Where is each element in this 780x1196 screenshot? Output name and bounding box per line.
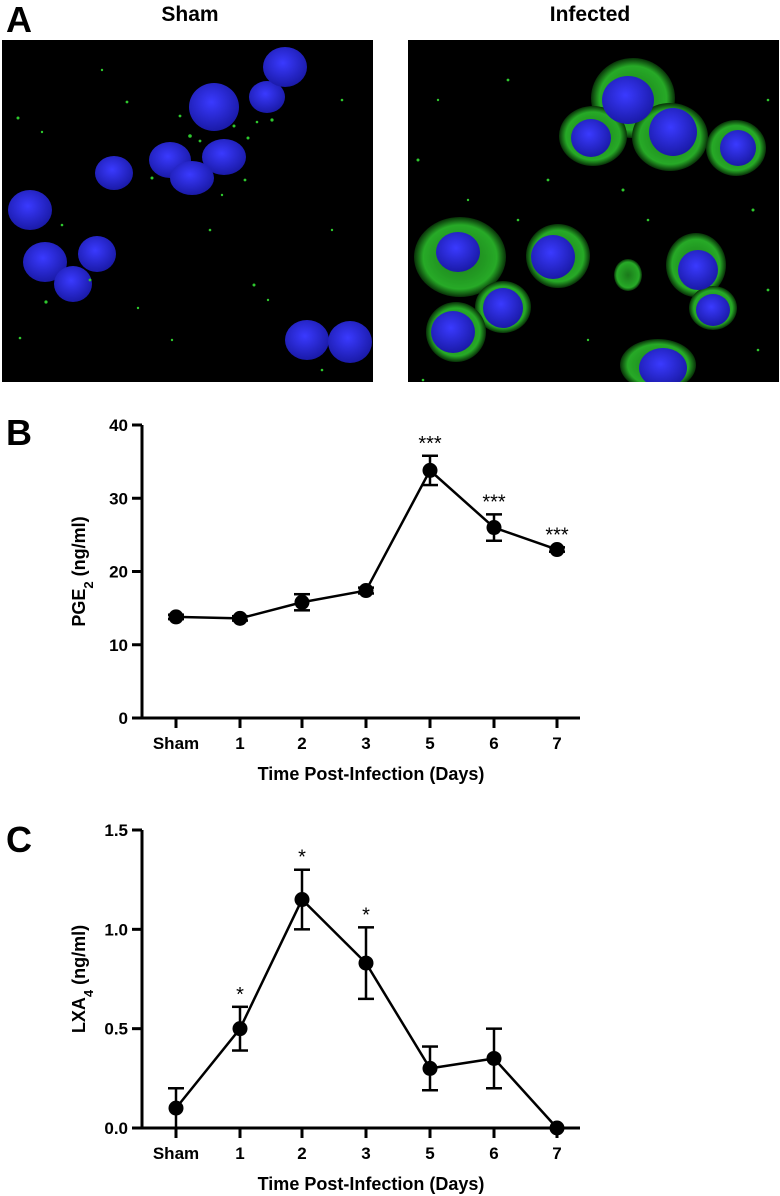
x-tick-label: 7 bbox=[552, 1144, 561, 1163]
significance-marker: * bbox=[236, 984, 244, 1006]
data-point bbox=[358, 955, 374, 971]
data-point bbox=[168, 609, 184, 625]
x-tick-label: 1 bbox=[235, 734, 244, 753]
y-tick-label: 1.5 bbox=[104, 821, 128, 840]
significance-marker: * bbox=[298, 847, 306, 869]
data-point bbox=[422, 1060, 438, 1076]
infected-micrograph bbox=[408, 40, 779, 382]
y-axis-label: PGE2 (ng/ml) bbox=[69, 516, 96, 626]
data-point bbox=[549, 1120, 565, 1136]
x-tick-label: 7 bbox=[552, 734, 561, 753]
data-point bbox=[294, 892, 310, 908]
x-tick-label: 3 bbox=[361, 1144, 370, 1163]
x-tick-label: 2 bbox=[297, 1144, 306, 1163]
data-point bbox=[232, 1021, 248, 1037]
y-axis-label-main: PGE bbox=[69, 589, 89, 627]
pge2-chart-svg: 0 10 20 30 40 Sham 1 2 3 5 6 7 Time Post-Infection (… bbox=[69, 416, 580, 784]
x-tick-label: 6 bbox=[489, 1144, 498, 1163]
x-tick-label: 3 bbox=[361, 734, 370, 753]
y-axis-label: LXA4 (ng/ml) bbox=[69, 925, 96, 1033]
x-tick-label: 6 bbox=[489, 734, 498, 753]
image-title-infected: Infected bbox=[549, 3, 631, 26]
y-tick-label: 1.0 bbox=[104, 920, 128, 939]
y-axis-label-subscript: 4 bbox=[81, 989, 96, 997]
x-tick-label: Sham bbox=[153, 734, 199, 753]
sham-micrograph bbox=[2, 40, 373, 382]
significance-marker: *** bbox=[482, 491, 506, 513]
x-tick-label: 5 bbox=[425, 734, 434, 753]
data-point bbox=[294, 594, 310, 610]
data-point bbox=[422, 462, 438, 478]
y-axis-label-unit: (ng/ml) bbox=[69, 516, 89, 581]
y-axis-label-main: LXA bbox=[69, 997, 89, 1033]
panel-letter-a: A bbox=[6, 0, 32, 40]
lxa4-chart-svg: 0.0 0.5 1.0 1.5 Sham 1 2 3 5 6 7 Time Post-Infectio… bbox=[69, 821, 580, 1194]
data-point bbox=[232, 610, 248, 626]
y-axis-label-subscript: 2 bbox=[81, 581, 96, 588]
y-tick-label: 0 bbox=[119, 709, 128, 728]
data-point bbox=[549, 542, 565, 558]
x-axis-label: Time Post-Infection (Days) bbox=[258, 764, 485, 784]
x-axis-label: Time Post-Infection (Days) bbox=[258, 1174, 485, 1194]
data-point bbox=[486, 520, 502, 536]
chart-pge2: 0 10 20 30 40 Sham 1 2 3 5 6 7 Time Post-Infection (… bbox=[69, 416, 580, 784]
significance-marker: * bbox=[362, 904, 370, 926]
data-point bbox=[486, 1050, 502, 1066]
significance-marker: *** bbox=[418, 433, 442, 455]
y-tick-label: 30 bbox=[109, 489, 128, 508]
y-tick-label: 0.5 bbox=[104, 1020, 128, 1039]
x-tick-label: 1 bbox=[235, 1144, 244, 1163]
y-axis-label-unit: (ng/ml) bbox=[69, 925, 89, 990]
panel-letter-b: B bbox=[6, 412, 32, 453]
y-tick-label: 0.0 bbox=[104, 1119, 128, 1138]
data-point bbox=[358, 583, 374, 599]
data-point bbox=[168, 1100, 184, 1116]
y-tick-label: 40 bbox=[109, 416, 128, 435]
significance-marker: *** bbox=[545, 524, 569, 546]
y-tick-label: 20 bbox=[109, 563, 128, 582]
chart-lxa4: 0.0 0.5 1.0 1.5 Sham 1 2 3 5 6 7 Time Post-Infectio… bbox=[0, 790, 780, 1196]
y-tick-label: 10 bbox=[109, 636, 128, 655]
x-tick-label: 2 bbox=[297, 734, 306, 753]
image-title-sham: Sham bbox=[161, 3, 219, 26]
panel-letter-c: C bbox=[6, 819, 32, 860]
x-tick-label: Sham bbox=[153, 1144, 199, 1163]
x-tick-label: 5 bbox=[425, 1144, 434, 1163]
